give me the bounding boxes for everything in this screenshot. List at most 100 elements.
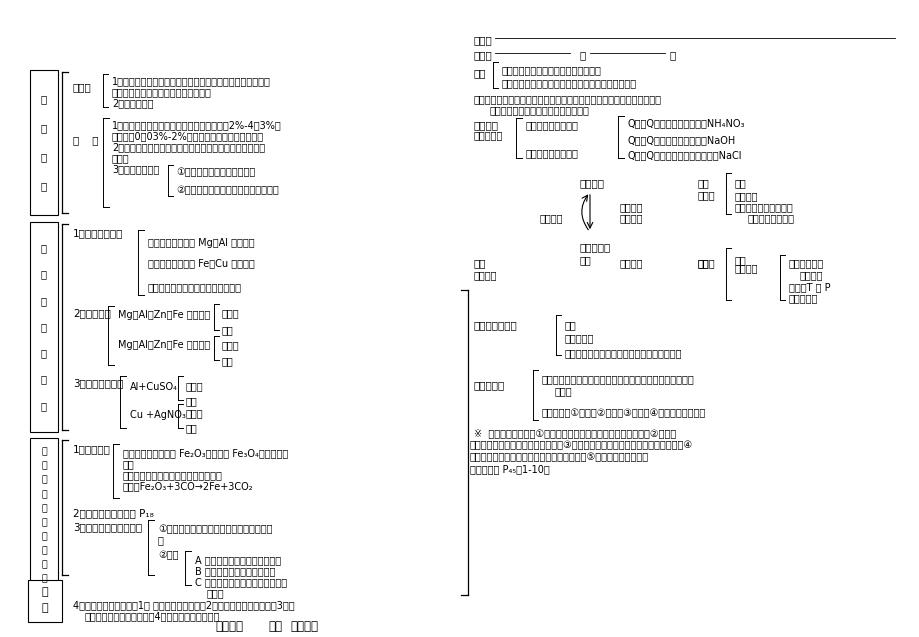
Text: 定义: 定义 [734, 255, 746, 265]
Text: 法等。教材 P₄₅，1-10。: 法等。教材 P₄₅，1-10。 [470, 464, 550, 474]
Text: 高温下能反应：以 Fe、Cu 为代表。: 高温下能反应：以 Fe、Cu 为代表。 [148, 258, 255, 268]
Text: 定义: 定义 [734, 178, 746, 188]
Text: 蒸发溶剂: 蒸发溶剂 [619, 258, 642, 268]
Text: 化: 化 [41, 322, 47, 332]
Text: 4、金属资源的保护：（1） 防止金属的腐蚀；（2）金属的回收和利用；（3）有: 4、金属资源的保护：（1） 防止金属的腐蚀；（2）金属的回收和利用；（3）有 [73, 600, 294, 610]
Text: 金: 金 [41, 448, 47, 457]
Text: 外因：T 和 P: 外因：T 和 P [789, 282, 830, 292]
Text: 增加溶质: 增加溶质 [619, 202, 642, 212]
Text: 定义: 定义 [564, 320, 576, 330]
Text: 水合过程：放出热量: 水合过程：放出热量 [526, 148, 578, 158]
Text: 2、金属的用途: 2、金属的用途 [112, 98, 153, 108]
Text: 熔点较高，金属光泽，固体（汞除外）: 熔点较高，金属光泽，固体（汞除外） [112, 87, 211, 97]
Text: Mg、Al、Zn、Fe 和稀盐酸: Mg、Al、Zn、Fe 和稀盐酸 [118, 310, 210, 320]
Text: 固体: 固体 [698, 178, 709, 188]
Text: 学: 学 [41, 348, 47, 358]
Text: 溶剂：能溶解其他物质的物质。（水，酒精和汽油）: 溶剂：能溶解其他物质的物质。（水，酒精和汽油） [502, 78, 637, 88]
Text: 和: 和 [579, 50, 585, 60]
Text: 降低温度: 降低温度 [619, 213, 642, 223]
Text: 金: 金 [40, 94, 47, 104]
Text: 气体: 气体 [698, 258, 709, 268]
Bar [28, 580, 62, 622]
Bar [30, 438, 58, 593]
Text: ②熔点比组成它的任意一种金属都低。: ②熔点比组成它的任意一种金属都低。 [176, 185, 278, 195]
Text: 方程式: 方程式 [221, 308, 239, 318]
Text: 护: 护 [41, 575, 47, 583]
Text: A 保持铁制品表面的洁净和干燥: A 保持铁制品表面的洁净和干燥 [195, 555, 281, 565]
Text: 剂。乳化剂所起的作用称为乳化作用。: 剂。乳化剂所起的作用称为乳化作用。 [490, 105, 589, 115]
Text: 溶解度: 溶解度 [698, 258, 715, 268]
Text: 影响因素: 影响因素 [734, 263, 757, 273]
Text: 组成: 组成 [473, 68, 486, 78]
Text: 3、合金的性质：: 3、合金的性质： [112, 164, 159, 174]
Text: 内因：气体和: 内因：气体和 [789, 258, 823, 268]
Text: 性: 性 [41, 375, 47, 385]
Bar [30, 70, 58, 215]
Text: 高温下也不能反应：真金不怕火炼。: 高温下也不能反应：真金不怕火炼。 [148, 282, 242, 292]
Text: 1、金属的物理性质：导电性，导热性，延展性，密度较大，: 1、金属的物理性质：导电性，导热性，延展性，密度较大， [112, 76, 270, 86]
Text: 2、和酸反应: 2、和酸反应 [73, 308, 111, 318]
Text: 第九单元: 第九单元 [215, 620, 243, 633]
Bar [30, 222, 58, 432]
Text: 方程式: 方程式 [186, 408, 203, 418]
Text: 知识结构: 知识结构 [289, 620, 318, 633]
Text: 2、有关含杂质的计算 P₁₈: 2、有关含杂质的计算 P₁₈ [73, 508, 153, 518]
Text: Q吸＞Q放，溶液温度降低：NH₄NO₃: Q吸＞Q放，溶液温度降低：NH₄NO₃ [628, 118, 744, 128]
Text: 溶液的配制: 溶液的配制 [473, 380, 505, 390]
Text: 数学表达式: 数学表达式 [564, 333, 594, 343]
Text: 属: 属 [41, 269, 47, 280]
Text: 原理：Fe₂O₃+3CO→2Fe+3CO₂: 原理：Fe₂O₃+3CO→2Fe+3CO₂ [123, 481, 254, 491]
Text: 方程式: 方程式 [186, 381, 203, 391]
Text: 金: 金 [41, 243, 47, 254]
Text: 源: 源 [41, 490, 47, 499]
Text: 的: 的 [41, 296, 47, 306]
Text: 实验步骤：①计算；②称量；③溶解；④装瓶（贴上标签）: 实验步骤：①计算；②称量；③溶解；④装瓶（贴上标签） [541, 408, 706, 418]
Text: 分类: 分类 [473, 258, 486, 268]
Text: ①生锈的条件：铁与氧气、水蒸气接触易生: ①生锈的条件：铁与氧气、水蒸气接触易生 [158, 524, 272, 534]
Text: 溶质的质量分数: 溶质的质量分数 [473, 320, 517, 330]
Text: 料: 料 [40, 181, 47, 191]
Text: 溶质：被溶解的物质（可以是固液气）: 溶质：被溶解的物质（可以是固液气） [502, 65, 601, 75]
Text: 1、和氧气的反应: 1、和氧气的反应 [73, 228, 123, 238]
Text: 溶液: 溶液 [267, 620, 282, 633]
Text: 方程式: 方程式 [221, 340, 239, 350]
Text: Mg、Al、Zn、Fe 和稀硫酸: Mg、Al、Zn、Fe 和稀硫酸 [118, 340, 210, 350]
Text: 的沸点: 的沸点 [112, 153, 130, 163]
Text: 扩散过程：吸收热量: 扩散过程：吸收热量 [526, 120, 578, 130]
Text: 原料：铁矿石，焦炭，石灰石和空气。: 原料：铁矿石，焦炭，石灰石和空气。 [123, 470, 222, 480]
Text: Cu +AgNO₃: Cu +AgNO₃ [130, 410, 186, 420]
Text: ①强度、硬度比纯金属更高。: ①强度、硬度比纯金属更高。 [176, 167, 255, 177]
Text: 计划、合理地开采矿物；（4）寻找金属的代用品。: 计划、合理地开采矿物；（4）寻找金属的代用品。 [85, 611, 221, 621]
Text: 。: 。 [669, 50, 675, 60]
Text: 现象: 现象 [221, 356, 233, 366]
Text: 钢含碳量0．03%-2%。铝合金，铜合金，钛合金。: 钢含碳量0．03%-2%。铝合金，铜合金，钛合金。 [112, 131, 264, 141]
Text: 判断饱和溶液和不饱和溶液的相互转化方法；⑤判断混合物分离的方: 判断饱和溶液和不饱和溶液的相互转化方法；⑤判断混合物分离的方 [470, 452, 649, 462]
Text: 定义：: 定义： [473, 35, 493, 45]
Text: 3、和盐溶液反应: 3、和盐溶液反应 [73, 378, 123, 388]
Text: 水的性质: 水的性质 [800, 270, 823, 280]
Text: 属: 属 [40, 123, 47, 133]
Text: 保: 保 [41, 561, 47, 569]
Text: 实验用品：天平，药匙，量筒，胶头滴管，烧杯，玻璃棒，: 实验用品：天平，药匙，量筒，胶头滴管，烧杯，玻璃棒， [541, 374, 694, 384]
Text: 细口瓶: 细口瓶 [554, 386, 572, 396]
Text: 资: 资 [41, 476, 47, 485]
Text: 影响因素: 影响因素 [734, 191, 757, 201]
Text: 利: 利 [41, 518, 47, 527]
Text: 的: 的 [41, 504, 47, 513]
Text: 现象: 现象 [186, 423, 198, 433]
Text: ※  溶解度考点归类：①判断某物质在不同温度下的溶解度大小；②比较不: ※ 溶解度考点归类：①判断某物质在不同温度下的溶解度大小；②比较不 [473, 428, 675, 438]
Text: 乳化现象：能够促使两种互不相溶的液体形成稳定乳浊液的物质叫做乳化: 乳化现象：能够促使两种互不相溶的液体形成稳定乳浊液的物质叫做乳化 [473, 94, 662, 104]
Text: 平缓型，下降型。: 平缓型，下降型。 [747, 213, 794, 223]
Text: 溶解过程: 溶解过程 [473, 120, 498, 130]
Text: 溶液的稀释问题：溶液稀释前后溶质质量不变: 溶液的稀释问题：溶液稀释前后溶质质量不变 [564, 348, 682, 358]
Text: 属: 属 [41, 462, 47, 471]
Text: B 在铁制品表面涂一层保护膜: B 在铁制品表面涂一层保护膜 [195, 566, 275, 576]
Text: 解释和应用: 解释和应用 [789, 293, 818, 303]
Text: 质: 质 [41, 401, 47, 411]
Text: （溶解热）: （溶解热） [473, 130, 503, 140]
Text: Al+CuSO₄: Al+CuSO₄ [130, 382, 177, 392]
Text: 溶: 溶 [41, 587, 49, 597]
Text: 液: 液 [41, 603, 49, 613]
Text: 纯金属: 纯金属 [73, 82, 92, 92]
Text: 同物质在同一温度时的溶解度大小；③判断物质的溶解度受温度影响变化的趋势；④: 同物质在同一温度时的溶解度大小；③判断物质的溶解度受温度影响变化的趋势；④ [470, 440, 692, 450]
